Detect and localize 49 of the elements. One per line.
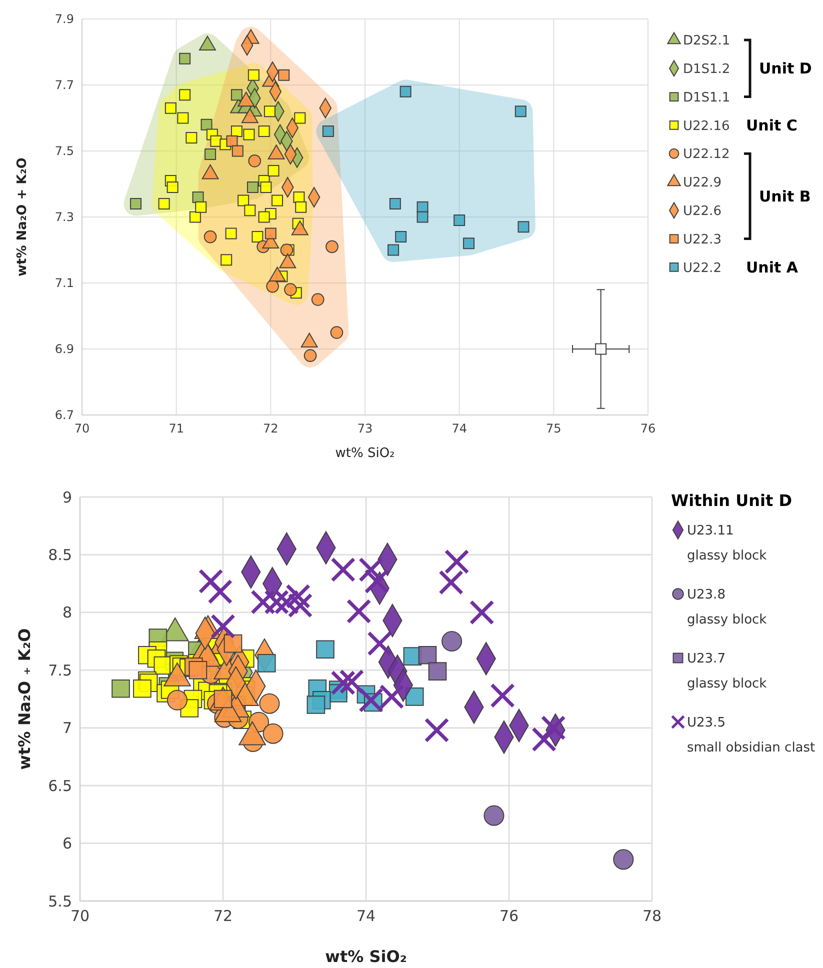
legend-label: U23.8 glassy block xyxy=(687,588,768,628)
y-tick-label: 7.7 xyxy=(54,78,74,92)
text: Unit A xyxy=(746,258,798,276)
y-tick-label: 7.1 xyxy=(54,276,74,290)
y-tick-label: 7.3 xyxy=(54,210,74,224)
x-tick-label: 73 xyxy=(357,422,373,436)
y-tick-label: 7 xyxy=(62,719,72,738)
x-tick-label: 75 xyxy=(546,422,562,436)
x-tick-label: 76 xyxy=(640,422,656,436)
legend-label: U22.9 xyxy=(683,176,722,191)
legend-label: U22.2 xyxy=(683,260,722,276)
y-tick-label: 7.5 xyxy=(48,661,72,680)
x-tick-label: 74 xyxy=(452,422,467,436)
legend-label: U23.5 small obsidian clast xyxy=(687,716,816,756)
text: Unit B xyxy=(759,187,811,206)
y-tick-label: 7.5 xyxy=(54,144,74,158)
x-tick-label: 72 xyxy=(263,422,278,436)
legend-label: D2S2.1 xyxy=(683,34,730,49)
legend-label: U22.6 xyxy=(683,204,722,219)
y-tick-label: 6.7 xyxy=(54,408,74,422)
x-tick-label: 70 xyxy=(70,907,90,925)
y-tick-label: 9 xyxy=(62,488,72,506)
y-axis-title: wt% Na₂O + K₂O xyxy=(15,158,30,276)
y-tick-label: 8 xyxy=(62,604,72,622)
y-axis-title: wt% Na₂O ₊ K₂O xyxy=(15,628,34,770)
text: Unit C xyxy=(746,116,798,134)
x-tick-label: 70 xyxy=(74,422,90,436)
y-tick-label: 7.9 xyxy=(54,12,74,26)
legend-label: U22.16 xyxy=(683,118,730,134)
y-tick-label: 6 xyxy=(62,834,72,853)
legend-label: D1S1.2 xyxy=(683,62,730,77)
text: Unit D xyxy=(759,60,812,78)
y-tick-label: 5.5 xyxy=(48,892,72,910)
legend-title: Within Unit D xyxy=(671,491,792,510)
legend-label: D1S1.1 xyxy=(683,90,730,106)
x-axis-title: wt% SiO₂ xyxy=(335,446,395,461)
legend-label: U23.11 glassy block xyxy=(687,524,768,564)
x-axis-title: wt% SiO₂ xyxy=(325,947,407,966)
y-tick-label: 8.5 xyxy=(48,546,72,564)
legend-label: U23.7 glassy block xyxy=(687,652,768,692)
x-tick-label: 72 xyxy=(213,907,233,925)
x-tick-label: 76 xyxy=(499,907,519,925)
x-tick-label: 78 xyxy=(642,907,662,925)
y-tick-label: 6.5 xyxy=(48,776,72,795)
x-tick-label: 74 xyxy=(356,907,376,925)
x-tick-label: 71 xyxy=(168,422,184,436)
y-tick-label: 6.9 xyxy=(54,342,74,356)
legend-label: U22.3 xyxy=(683,232,722,248)
legend-label: U22.12 xyxy=(683,147,730,162)
